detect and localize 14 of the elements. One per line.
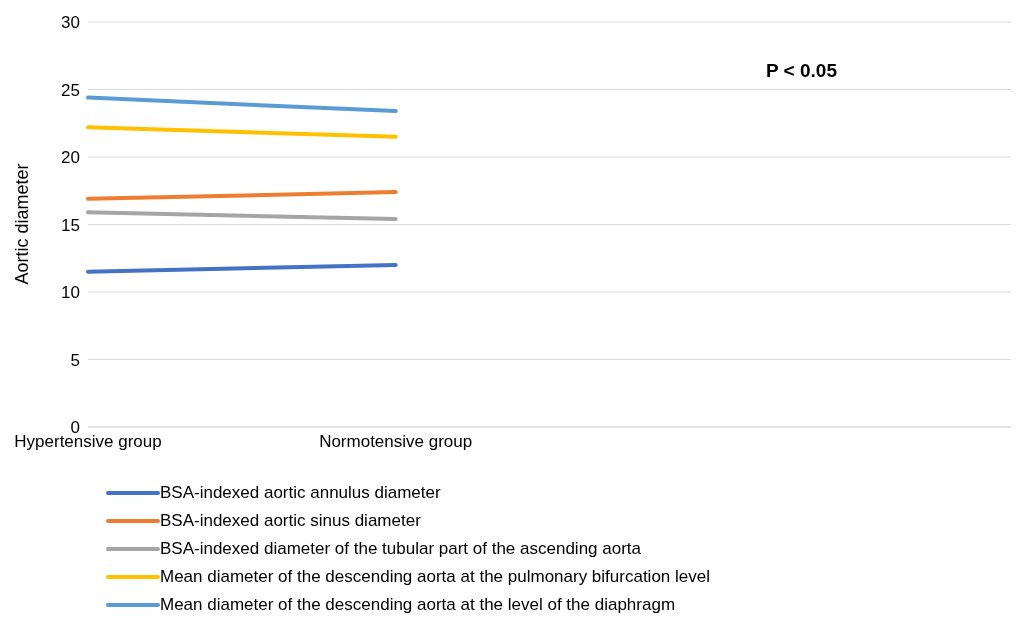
legend-label: Mean diameter of the descending aorta at the level of the diaphragm — [160, 595, 676, 615]
y-tick-label: 20 — [61, 148, 80, 168]
y-tick-label: 5 — [70, 350, 80, 370]
y-tick-label: 15 — [61, 215, 80, 235]
legend-label: BSA-indexed aortic annulus diameter — [160, 483, 441, 503]
annotation: P < 0.05 — [766, 60, 837, 82]
y-axis-title: Aortic diameter — [12, 163, 33, 285]
x-tick-label: Normotensive group — [319, 432, 473, 452]
legend-label: BSA-indexed diameter of the tubular part of the ascending aorta — [160, 539, 642, 559]
y-tick-label: 25 — [61, 80, 80, 100]
legend-label: BSA-indexed aortic sinus diameter — [160, 511, 421, 531]
y-tick-label: 10 — [61, 283, 80, 303]
legend-label: Mean diameter of the descending aorta at the pulmonary bifurcation level — [160, 567, 710, 587]
y-tick-label: 30 — [61, 13, 80, 33]
